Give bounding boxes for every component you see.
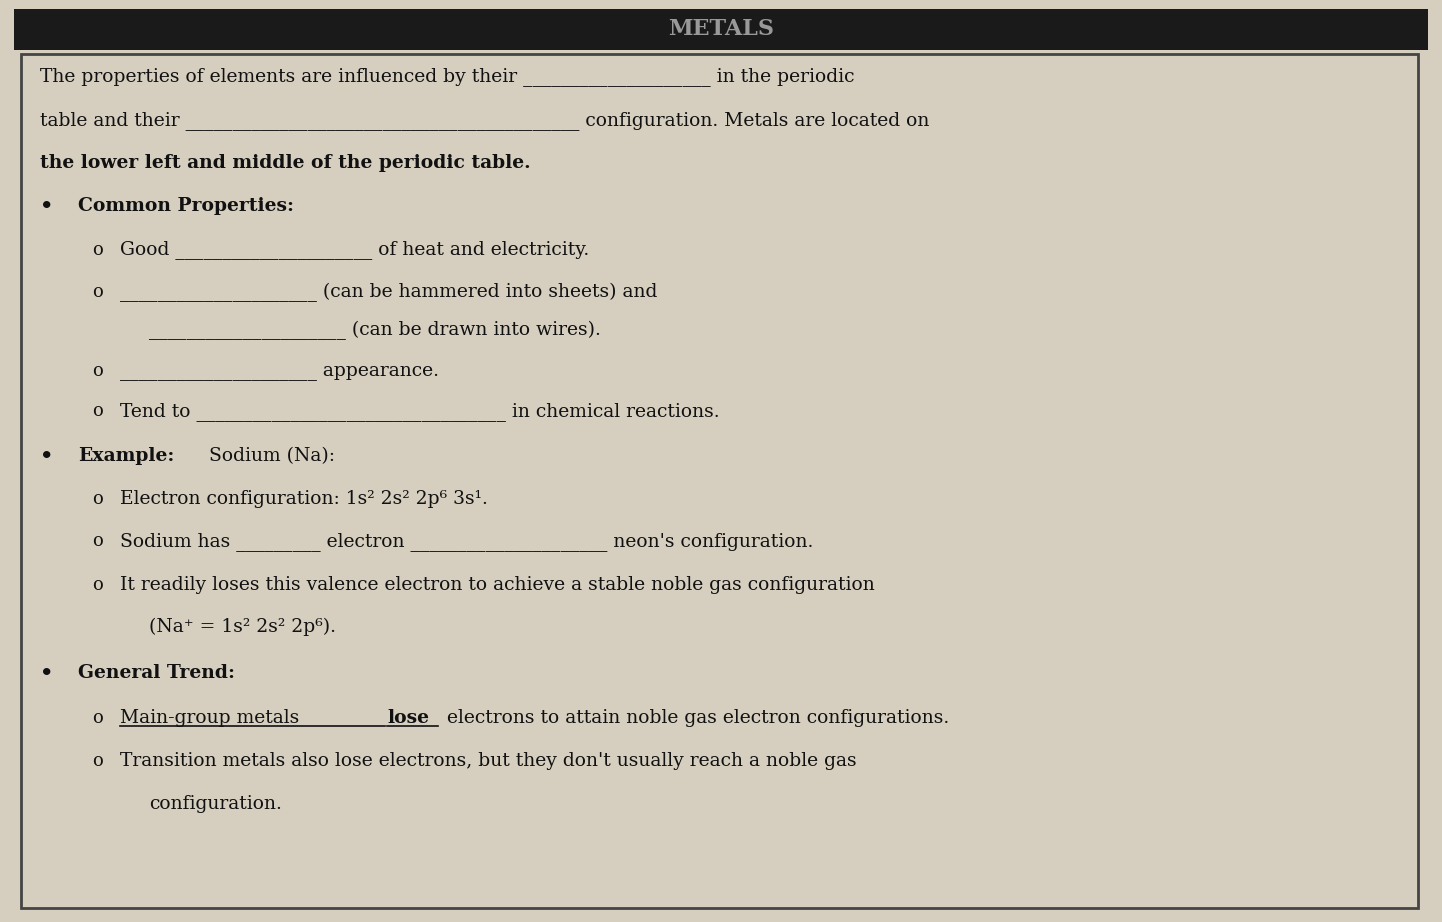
FancyBboxPatch shape (14, 9, 1428, 50)
Text: Transition metals also lose electrons, but they don't usually reach a noble gas: Transition metals also lose electrons, b… (120, 752, 857, 770)
Text: •: • (40, 196, 53, 216)
Text: Example:: Example: (78, 447, 174, 466)
Text: o: o (92, 532, 102, 550)
Text: _____________________ (can be hammered into sheets) and: _____________________ (can be hammered i… (120, 282, 658, 301)
Text: It readily loses this valence electron to achieve a stable noble gas configurati: It readily loses this valence electron t… (120, 575, 875, 594)
Text: configuration.: configuration. (149, 796, 281, 813)
Text: _____________________ appearance.: _____________________ appearance. (120, 361, 440, 380)
Text: table and their __________________________________________ configuration. Metals: table and their ________________________… (40, 111, 929, 130)
Text: lose: lose (388, 709, 430, 727)
Text: o: o (92, 402, 102, 420)
Text: electrons to attain noble gas electron configurations.: electrons to attain noble gas electron c… (441, 709, 949, 727)
Text: Sodium (Na):: Sodium (Na): (209, 447, 336, 466)
Text: Good _____________________ of heat and electricity.: Good _____________________ of heat and e… (120, 240, 590, 259)
Text: the lower left and middle of the periodic table.: the lower left and middle of the periodi… (40, 154, 531, 171)
Text: Main-group metals: Main-group metals (120, 709, 306, 727)
Text: o: o (92, 490, 102, 508)
Text: The properties of elements are influenced by their ____________________ in the p: The properties of elements are influence… (40, 67, 854, 87)
Text: Electron configuration: 1s² 2s² 2p⁶ 3s¹.: Electron configuration: 1s² 2s² 2p⁶ 3s¹. (120, 490, 489, 508)
Text: Tend to _________________________________ in chemical reactions.: Tend to ________________________________… (120, 402, 720, 420)
Text: o: o (92, 283, 102, 301)
Text: o: o (92, 575, 102, 594)
Text: •: • (40, 446, 53, 467)
Text: (Na⁺ = 1s² 2s² 2p⁶).: (Na⁺ = 1s² 2s² 2p⁶). (149, 618, 336, 636)
Text: o: o (92, 752, 102, 770)
Text: o: o (92, 709, 102, 727)
Text: •: • (40, 663, 53, 683)
Text: o: o (92, 361, 102, 380)
Text: Common Properties:: Common Properties: (78, 197, 294, 215)
Text: _____________________ (can be drawn into wires).: _____________________ (can be drawn into… (149, 321, 600, 340)
Text: METALS: METALS (668, 18, 774, 40)
Text: Sodium has _________ electron _____________________ neon's configuration.: Sodium has _________ electron __________… (120, 532, 813, 550)
Text: o: o (92, 241, 102, 258)
Text: General Trend:: General Trend: (78, 665, 235, 682)
